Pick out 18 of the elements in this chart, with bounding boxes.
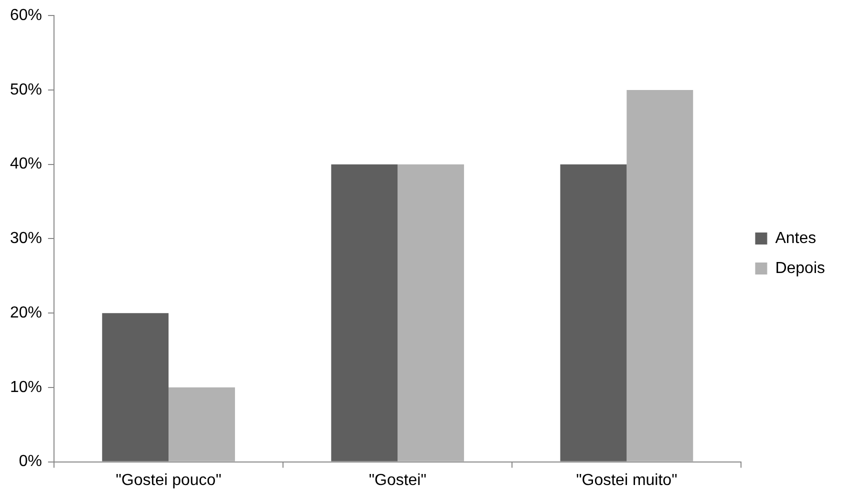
bar xyxy=(102,313,169,462)
y-tick-label: 10% xyxy=(10,378,42,396)
bar xyxy=(168,387,235,462)
legend-label: Antes xyxy=(775,230,816,247)
bar xyxy=(398,164,464,462)
y-tick-label: 40% xyxy=(10,156,42,173)
bar xyxy=(331,164,398,462)
x-tick-label: "Gostei pouco" xyxy=(116,472,222,489)
bar xyxy=(626,90,694,462)
legend-label: Depois xyxy=(775,260,826,277)
bar xyxy=(560,164,627,462)
y-tick-label: 60% xyxy=(10,7,42,24)
y-tick-label: 0% xyxy=(18,453,42,470)
y-tick-label: 20% xyxy=(10,304,42,322)
x-tick-label: "Gostei" xyxy=(368,472,426,489)
y-tick-label: 30% xyxy=(10,230,42,248)
x-tick-label: "Gostei muito" xyxy=(576,472,678,489)
y-tick-label: 50% xyxy=(10,81,42,98)
